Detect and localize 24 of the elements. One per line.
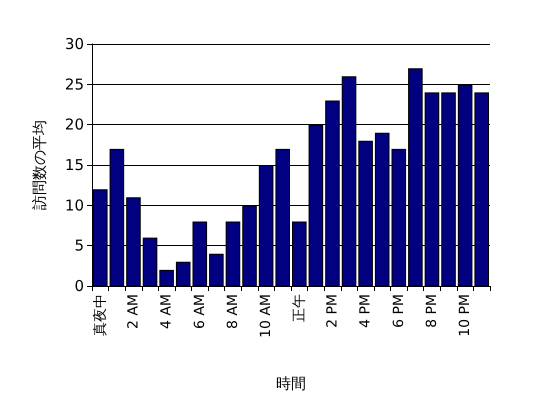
y-tick-label: 20 bbox=[64, 116, 84, 134]
y-tick-label: 0 bbox=[74, 277, 84, 295]
x-tick-label: 6 AM bbox=[192, 294, 208, 330]
x-tick-label: 4 AM bbox=[158, 294, 175, 330]
x-tick-label: 真夜中 bbox=[92, 294, 108, 336]
y-axis-title: 訪問数の平均 bbox=[30, 120, 48, 210]
x-tick-label: 4 PM bbox=[358, 294, 374, 328]
y-tick-label: 25 bbox=[64, 75, 84, 94]
x-axis-title: 時間 bbox=[276, 374, 306, 392]
x-tick-label: 2 PM bbox=[324, 294, 340, 328]
y-tick-label: 30 bbox=[64, 35, 84, 53]
y-tick-label: 5 bbox=[74, 236, 84, 255]
x-tick-label: 正午 bbox=[291, 294, 308, 322]
x-tick-label: 8 AM bbox=[224, 294, 241, 330]
x-tick-label: 8 PM bbox=[424, 294, 440, 328]
x-tick-label: 2 AM bbox=[125, 294, 142, 330]
y-tick-label: 15 bbox=[64, 156, 84, 174]
x-tick-label: 6 PM bbox=[390, 294, 407, 328]
bar bbox=[209, 254, 224, 286]
bar bbox=[159, 270, 174, 286]
bar bbox=[176, 262, 191, 286]
x-tick-label: 10 AM bbox=[258, 294, 274, 338]
y-tick-label: 10 bbox=[64, 196, 84, 214]
x-tick-label: 10 PM bbox=[457, 294, 474, 337]
